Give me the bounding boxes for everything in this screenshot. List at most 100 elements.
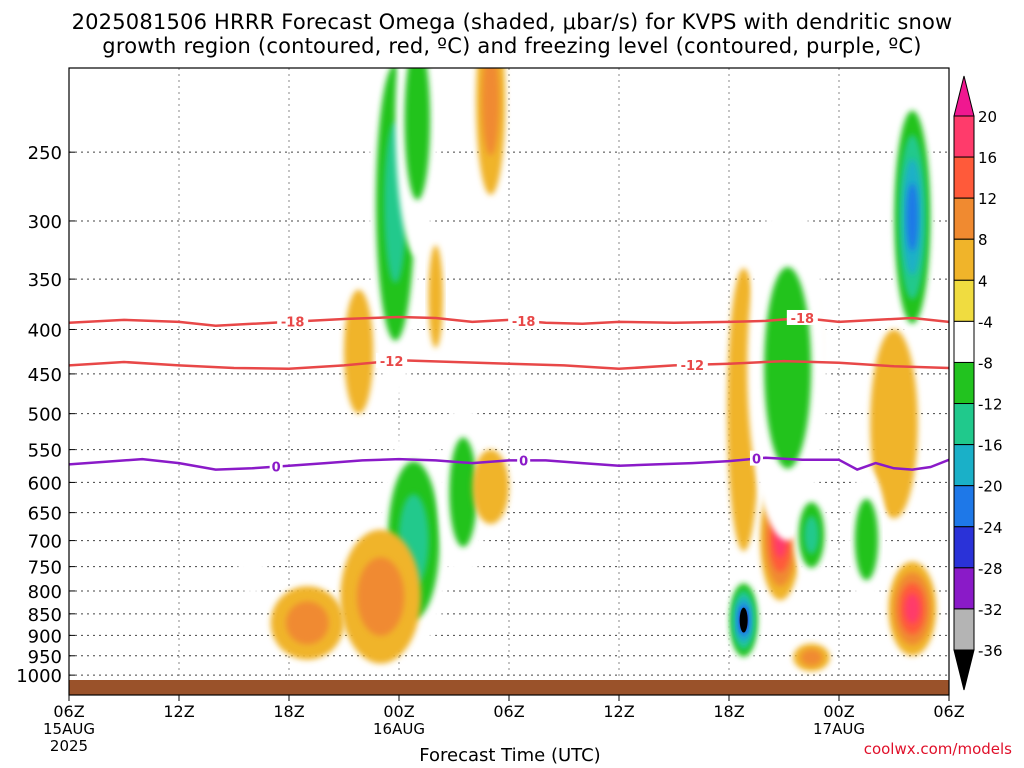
colorbar-label-9: -20 (978, 478, 1003, 496)
omega-cell-22-1 (800, 649, 823, 666)
colorbar-swatch-2 (953, 197, 975, 240)
omega-cell-4-1 (449, 437, 478, 548)
omega-cell-20-3 (904, 593, 920, 624)
contour-label-2: -18 (791, 312, 815, 327)
x-tick-label-12: 18Z (273, 702, 304, 721)
x-tick-label-30: 12Z (603, 702, 634, 721)
y-tick-label-450: 450 (28, 365, 62, 386)
colorbar-label-12: -32 (978, 601, 1003, 619)
omega-cell-7-0 (237, 545, 267, 596)
colorbar-swatch-3 (953, 238, 975, 281)
contour-label-bg-6 (517, 452, 531, 468)
colorbar-swatch-10 (953, 526, 975, 569)
y-tick-label-700: 700 (28, 532, 62, 553)
omega-cell-1-1 (404, 68, 431, 200)
omega-cell-11-0 (472, 449, 509, 525)
omega-cell-17-2 (803, 515, 820, 555)
contour-label-bg-1 (508, 313, 540, 329)
colorbar-swatch-7 (953, 403, 975, 446)
omega-cell-21-1 (854, 498, 879, 581)
colorbar-swatch-6 (953, 361, 975, 405)
colorbar-swatch-0 (953, 115, 975, 158)
y-tick-label-900: 900 (28, 626, 62, 647)
x-tick-year-0: 2025 (50, 737, 88, 755)
y-tick-label-950: 950 (28, 647, 62, 668)
colorbar-swatch-9 (953, 485, 975, 528)
colorbar-label-6: -8 (978, 354, 993, 372)
y-tick-label-500: 500 (28, 405, 62, 426)
x-tick-label-24: 06Z (493, 702, 524, 721)
contour-label-6: 0 (519, 454, 528, 469)
y-tick-label-550: 550 (28, 441, 62, 462)
omega-cell-8-0 (344, 289, 374, 414)
contour-label-5: 0 (272, 461, 281, 476)
contour-label-bg-5 (269, 458, 283, 474)
omega-cell-18-4 (906, 183, 919, 252)
y-tick-label-400: 400 (28, 320, 62, 341)
contour-label-bg-4 (676, 356, 708, 372)
colorbar-swatch-8 (953, 444, 975, 487)
omega-cell-19-0 (870, 329, 918, 519)
x-tick-label-48: 06Z (933, 702, 964, 721)
contour-minus12 (69, 359, 949, 371)
omega-core-12 (739, 607, 748, 633)
colorbar-bottom-arrow (953, 649, 975, 691)
omega-cell-2-1 (482, 68, 500, 156)
contour-label-4: -12 (681, 359, 705, 374)
x-tick-date-0: 15AUG (43, 720, 95, 738)
colorbar-label-1: 16 (978, 149, 997, 167)
contour-freezing-level (69, 456, 949, 471)
colorbar: 20 16 12 8 4 -4 -8 -12 -16 -20 -24 -28 -32 -36 (953, 75, 1003, 691)
colorbar-label-4: 4 (978, 272, 988, 290)
contour-label-bg-0 (277, 313, 309, 329)
x-tick-label-18: 00Z (383, 702, 414, 721)
chart-title-line1: 2025081506 HRRR Forecast Omega (shaded, … (71, 10, 953, 34)
x-tick-label-0: 06Z (53, 702, 84, 721)
colorbar-label-5: -4 (978, 313, 993, 331)
colorbar-label-7: -12 (978, 396, 1003, 414)
x-tick-label-6: 12Z (163, 702, 194, 721)
omega-shading-layer (237, 68, 937, 672)
y-tick-label-750: 750 (28, 558, 62, 579)
omega-cell-9-0 (428, 245, 443, 348)
colorbar-label-3: 8 (978, 231, 988, 249)
contour-layer: -18 -18 -18 -12 -12 0 0 0 (69, 309, 949, 476)
x-axis-label: Forecast Time (UTC) (419, 745, 601, 766)
colorbar-swatch-4 (953, 279, 975, 322)
credit-text: coolwx.com/models (863, 740, 1012, 758)
x-tick-label-42: 00Z (823, 702, 854, 721)
x-tick-date-42: 17AUG (813, 720, 865, 738)
x-tick-label-36: 18Z (713, 702, 744, 721)
omega-cell-16-1 (764, 266, 812, 469)
contour-label-0: -18 (281, 316, 305, 331)
y-tick-label-300: 300 (28, 212, 62, 233)
contour-label-3: -12 (380, 355, 404, 370)
omega-cell-5-1 (357, 557, 405, 636)
y-tick-label-250: 250 (28, 143, 62, 164)
y-tick-label-650: 650 (28, 504, 62, 525)
colorbar-swatch-11 (953, 567, 975, 610)
colorbar-label-13: -36 (978, 642, 1003, 660)
chart-title-line2: growth region (contoured, red, ºC) and f… (102, 34, 922, 58)
contour-label-7: 0 (752, 453, 761, 468)
colorbar-label-8: -16 (978, 437, 1003, 455)
contour-label-bg-3 (376, 352, 408, 368)
colorbar-label-10: -24 (978, 519, 1003, 537)
colorbar-label-2: 12 (978, 190, 997, 208)
y-tick-label-350: 350 (28, 270, 62, 291)
colorbar-swatch-12 (953, 608, 975, 651)
axis-layer: 2503003504004505005506006507007508008509… (16, 67, 965, 755)
colorbar-swatch-5 (953, 320, 975, 363)
contour-label-bg-7 (750, 450, 763, 466)
ground-strip (69, 680, 949, 695)
x-tick-date-18: 16AUG (373, 720, 425, 738)
colorbar-swatch-1 (953, 156, 975, 199)
colorbar-label-11: -28 (978, 560, 1003, 578)
contour-label-1: -18 (512, 315, 536, 330)
colorbar-top-arrow (953, 75, 975, 117)
omega-cell-6-1 (285, 601, 329, 645)
y-tick-label-850: 850 (28, 605, 62, 626)
y-tick-label-600: 600 (28, 473, 62, 494)
y-tick-label-1000: 1000 (16, 666, 62, 687)
